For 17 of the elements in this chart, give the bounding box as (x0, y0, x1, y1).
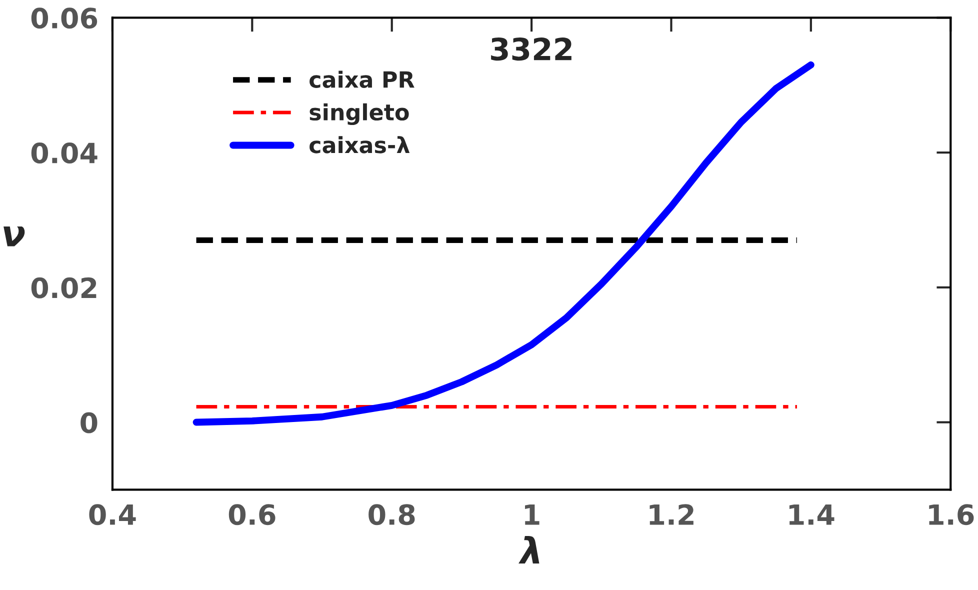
y-tick-label: 0.04 (31, 142, 98, 164)
x-tick-label: 0.8 (368, 504, 415, 526)
y-tick-label: 0.02 (31, 277, 96, 298)
y-axis-title: ν (4, 226, 25, 246)
text: 3322 (491, 38, 572, 61)
legend-label: singleto (310, 103, 409, 126)
x-tick-label: 1.2 (650, 504, 694, 525)
y-tick-label: 0.06 (31, 8, 98, 29)
legend-label: caixa PR (310, 70, 414, 88)
y-tick-label: 0 (80, 412, 98, 434)
x-tick-label: 1.4 (789, 504, 834, 525)
legend-label: caixas-λ (310, 136, 410, 154)
x-tick-label: 0.6 (228, 504, 276, 526)
x-tick-label: 0.4 (89, 504, 136, 526)
x-axis-title: λ (518, 536, 540, 564)
x-tick-label: 1 (525, 504, 540, 525)
x-tick-label: 1.6 (929, 504, 974, 526)
